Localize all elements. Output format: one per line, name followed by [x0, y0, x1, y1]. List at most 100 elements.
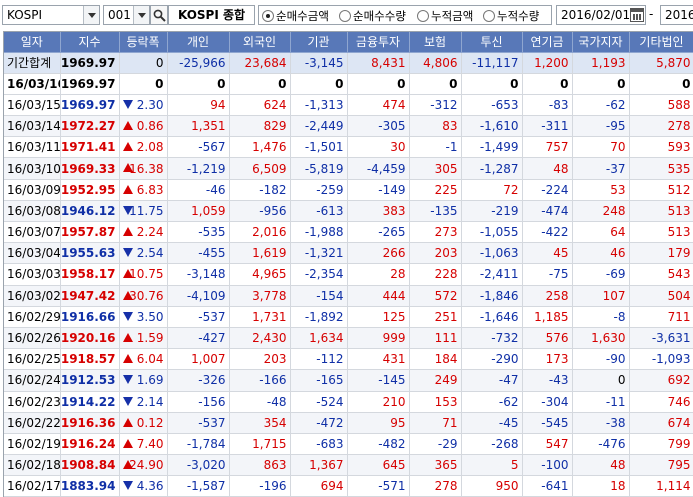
- net-buy-cell: 278: [409, 475, 462, 497]
- net-buy-cell: -476: [572, 433, 630, 456]
- radio-net-buy-amount[interactable]: 순매수금액: [262, 8, 329, 24]
- radio-dot-icon: [262, 10, 274, 22]
- calendar-icon[interactable]: [630, 8, 644, 22]
- column-header[interactable]: 개인: [167, 32, 230, 53]
- table-row[interactable]: 16/02/17 1883.94 4.36 -1,587 -196 694 -571 278 9…: [4, 475, 693, 497]
- net-buy-cell: -259: [290, 179, 348, 201]
- net-buy-cell: -5,819: [290, 157, 348, 180]
- net-buy-cell: 210: [347, 391, 410, 413]
- column-header[interactable]: 연기금: [522, 32, 573, 53]
- date-cell: 16/03/11: [4, 136, 61, 159]
- index-value: 1916.66: [60, 306, 120, 328]
- net-buy-cell: -455: [167, 242, 230, 265]
- net-buy-cell: 1,476: [229, 136, 291, 159]
- column-header[interactable]: 등락폭: [119, 32, 168, 53]
- net-buy-cell: -326: [167, 369, 230, 392]
- net-buy-cell: 1,619: [229, 242, 291, 265]
- column-header[interactable]: 기타법인: [629, 32, 693, 53]
- table-row[interactable]: 16/03/04 1955.63 2.54 -455 1,619 -1,321 266 203…: [4, 242, 693, 265]
- radio-net-buy-quantity[interactable]: 순매수수량: [339, 8, 406, 24]
- column-header[interactable]: 기관: [290, 32, 348, 53]
- change-value: 4.36: [136, 479, 164, 494]
- triangle-up-icon: [122, 227, 133, 236]
- index-value: 1916.36: [60, 412, 120, 434]
- code-select[interactable]: 001: [103, 5, 150, 25]
- net-buy-cell: -482: [347, 433, 410, 456]
- table-row[interactable]: 16/03/08 1946.12 11.75 1,059 -956 -613 383 -135…: [4, 200, 693, 223]
- table-row[interactable]: 16/02/19 1916.24 7.40 -1,784 1,715 -683 -482 -2…: [4, 433, 693, 456]
- net-buy-cell: 1,200: [522, 52, 573, 74]
- net-buy-cell: 64: [572, 221, 630, 244]
- net-buy-cell: -100: [522, 454, 573, 477]
- net-buy-cell: 45: [522, 242, 573, 265]
- table-row[interactable]: 16/02/24 1912.53 1.69 -326 -166 -165 -145 249 -4…: [4, 369, 693, 392]
- net-buy-cell: 1,634: [290, 327, 348, 350]
- column-header[interactable]: 투신: [461, 32, 523, 53]
- net-buy-cell: 258: [522, 285, 573, 307]
- table-row[interactable]: 16/02/26 1920.16 1.59 -427 2,430 1,634 999 111-…: [4, 327, 693, 350]
- table-row[interactable]: 16/03/14 1972.27 0.86 1,351 829 -2,449 -305 83-…: [4, 115, 693, 138]
- table-row[interactable]: 16/03/07 1957.87 2.24 -535 2,016 -1,988 -265 27…: [4, 221, 693, 244]
- start-date-field[interactable]: 2016/02/01: [556, 5, 646, 25]
- chevron-down-icon[interactable]: [133, 6, 149, 24]
- summary-label: 기간합계: [4, 52, 61, 74]
- column-header[interactable]: 금융투자: [347, 32, 410, 53]
- net-buy-cell: -38: [572, 412, 630, 434]
- column-header[interactable]: 보험: [409, 32, 462, 53]
- investor-trading-grid[interactable]: 일자 지수 등락폭 개인 외국인 기관 금융투자 보험 투신 연기금 국가지자 기타법인 기간합계 19…: [3, 31, 693, 497]
- change-value: 2.54: [136, 246, 164, 261]
- net-buy-cell: 248: [572, 200, 630, 223]
- column-header[interactable]: 지수: [60, 32, 120, 53]
- table-row[interactable]: 16/03/16 1969.97 0 0 0 0 0 0 0 0 0 0: [4, 73, 693, 95]
- net-buy-cell: -135: [409, 200, 462, 223]
- column-header[interactable]: 국가지자: [572, 32, 630, 53]
- net-buy-cell: -683: [290, 433, 348, 456]
- net-buy-cell: -3,631: [629, 327, 693, 350]
- net-buy-cell: 512: [629, 179, 693, 201]
- change-value: 10.75: [129, 267, 164, 282]
- column-header[interactable]: 일자: [4, 32, 61, 53]
- table-row[interactable]: 16/03/03 1958.17 10.75 -3,148 4,965 -2,354 28 2…: [4, 263, 693, 286]
- net-buy-cell: -1: [409, 136, 462, 159]
- net-buy-cell: -1,313: [290, 94, 348, 117]
- summary-row[interactable]: 기간합계 1969.97 0 -25,966 23,684 -3,145 8,431 4,80…: [4, 52, 693, 74]
- table-row[interactable]: 16/03/09 1952.95 6.83 -46 -182 -259 -149 225 72-…: [4, 179, 693, 201]
- net-buy-cell: 305: [409, 157, 462, 180]
- end-date-value: 2016: [665, 8, 693, 22]
- end-date-field[interactable]: 2016: [660, 5, 693, 25]
- net-buy-cell: 1,193: [572, 52, 630, 74]
- table-row[interactable]: 16/02/22 1916.36 0.12 -537 354 -472 95 71 -45 -54…: [4, 412, 693, 434]
- table-row[interactable]: 16/03/02 1947.42 30.76 -4,109 3,778 -154 444 57…: [4, 285, 693, 307]
- net-buy-cell: -4,109: [167, 285, 230, 307]
- search-button[interactable]: [150, 5, 168, 25]
- change-cell: 2.24: [119, 221, 168, 244]
- net-buy-cell: 0: [347, 73, 410, 95]
- net-buy-cell: -311: [522, 115, 573, 138]
- table-row[interactable]: 16/02/23 1914.22 2.14 -156 -48 -524 210 153 -62-…: [4, 391, 693, 413]
- net-buy-cell: 153: [409, 391, 462, 413]
- table-row[interactable]: 16/02/25 1918.57 6.04 1,007 203 -112 431 184 -29…: [4, 348, 693, 371]
- net-buy-cell: 535: [629, 157, 693, 180]
- table-row[interactable]: 16/03/15 1969.97 2.30 94 624 -1,313 474 -312 -65…: [4, 94, 693, 117]
- chevron-down-icon[interactable]: [83, 6, 99, 24]
- net-buy-cell: 3,778: [229, 285, 291, 307]
- net-buy-cell: 0: [229, 73, 291, 95]
- table-row[interactable]: 16/03/11 1971.41 2.08 -567 1,476 -1,501 30 -1 -1…: [4, 136, 693, 159]
- change-value: 1.69: [136, 373, 164, 388]
- net-buy-cell: 588: [629, 94, 693, 117]
- table-row[interactable]: 16/03/10 1969.33 16.38 -1,219 6,509 -5,819 -4,…: [4, 157, 693, 180]
- index-value: 1916.24: [60, 433, 120, 456]
- net-buy-cell: -166: [229, 369, 291, 392]
- net-buy-cell: -304: [522, 391, 573, 413]
- market-select[interactable]: KOSPI: [2, 5, 100, 25]
- market-select-value: KOSPI: [7, 8, 43, 22]
- net-buy-cell: -427: [167, 327, 230, 350]
- net-buy-cell: -46: [167, 179, 230, 201]
- radio-cumulative-quantity[interactable]: 누적수량: [483, 8, 539, 24]
- triangle-up-icon: [122, 460, 133, 470]
- column-header[interactable]: 외국인: [229, 32, 291, 53]
- radio-cumulative-amount[interactable]: 누적금액: [417, 8, 473, 24]
- table-row[interactable]: 16/02/18 1908.84 24.90 -3,020 863 1,367 645 365…: [4, 454, 693, 477]
- net-buy-cell: -11,117: [461, 52, 523, 74]
- table-row[interactable]: 16/02/29 1916.66 3.50 -537 1,731 -1,892 125 251…: [4, 306, 693, 328]
